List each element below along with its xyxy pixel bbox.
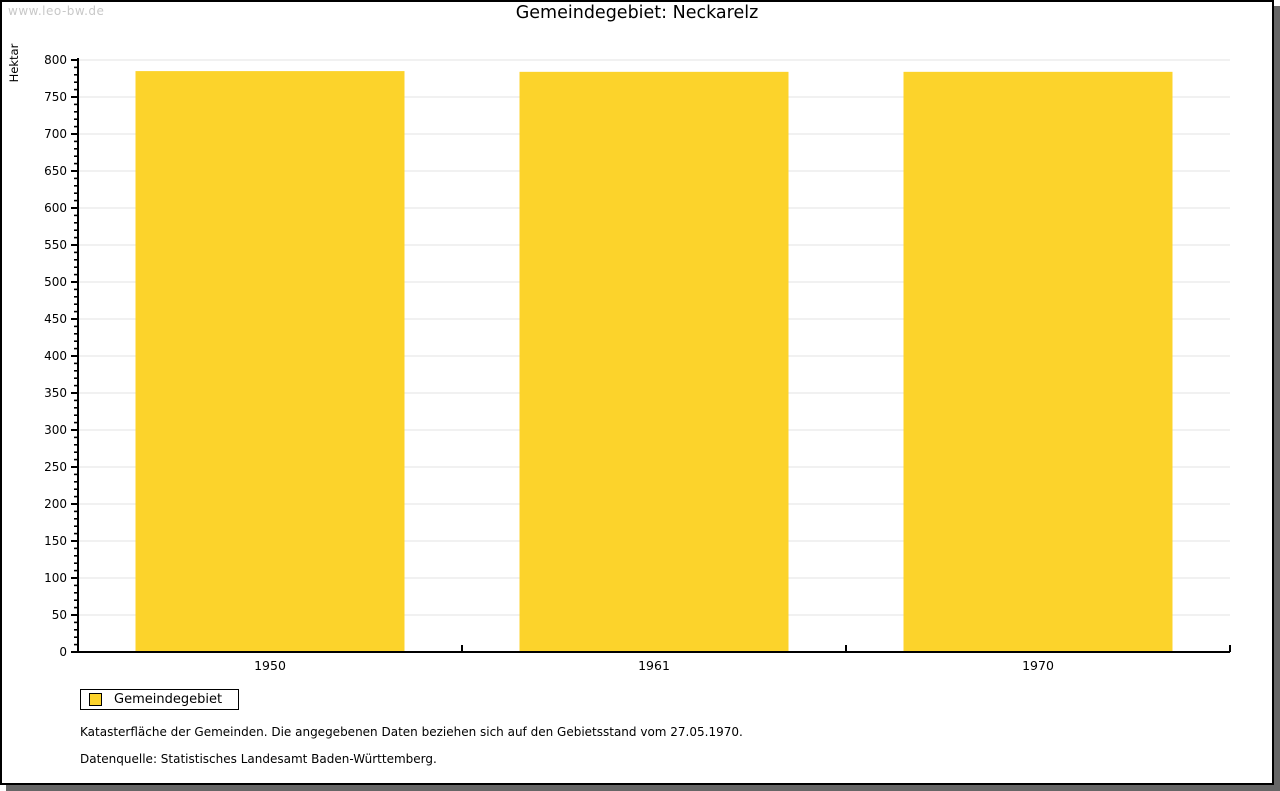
footnote-data-source: Datenquelle: Statistisches Landesamt Bad… (80, 752, 437, 766)
y-tick-label: 800 (44, 53, 67, 67)
bar-1961 (519, 71, 789, 653)
legend-label: Gemeindegebiet (114, 692, 223, 707)
y-tick-label: 0 (59, 645, 67, 659)
y-tick-label: 650 (44, 164, 67, 178)
y-tick-label: 100 (44, 571, 67, 585)
footnote-source-note: Katasterfläche der Gemeinden. Die angege… (80, 725, 743, 739)
y-tick-label: 450 (44, 312, 67, 326)
bar-1970 (903, 71, 1173, 653)
y-tick-label: 600 (44, 201, 67, 215)
x-tick-label: 1950 (254, 658, 286, 673)
x-tick-label: 1961 (638, 658, 670, 673)
y-tick-label: 500 (44, 275, 67, 289)
y-tick-label: 50 (52, 608, 67, 622)
y-tick-label: 200 (44, 497, 67, 511)
y-tick-label: 300 (44, 423, 67, 437)
y-tick-label: 750 (44, 90, 67, 104)
y-tick-label: 250 (44, 460, 67, 474)
watermark: www.leo-bw.de (8, 4, 105, 18)
legend-swatch-icon (89, 693, 102, 706)
chart-title: Gemeindegebiet: Neckarelz (515, 3, 759, 23)
y-tick-label: 550 (44, 238, 67, 252)
bar-1950 (135, 71, 405, 653)
y-tick-label: 400 (44, 349, 67, 363)
legend: Gemeindegebiet (80, 689, 240, 710)
y-tick-label: 150 (44, 534, 67, 548)
y-tick-label: 700 (44, 127, 67, 141)
x-tick-label: 1970 (1022, 658, 1054, 673)
y-tick-label: 350 (44, 386, 67, 400)
